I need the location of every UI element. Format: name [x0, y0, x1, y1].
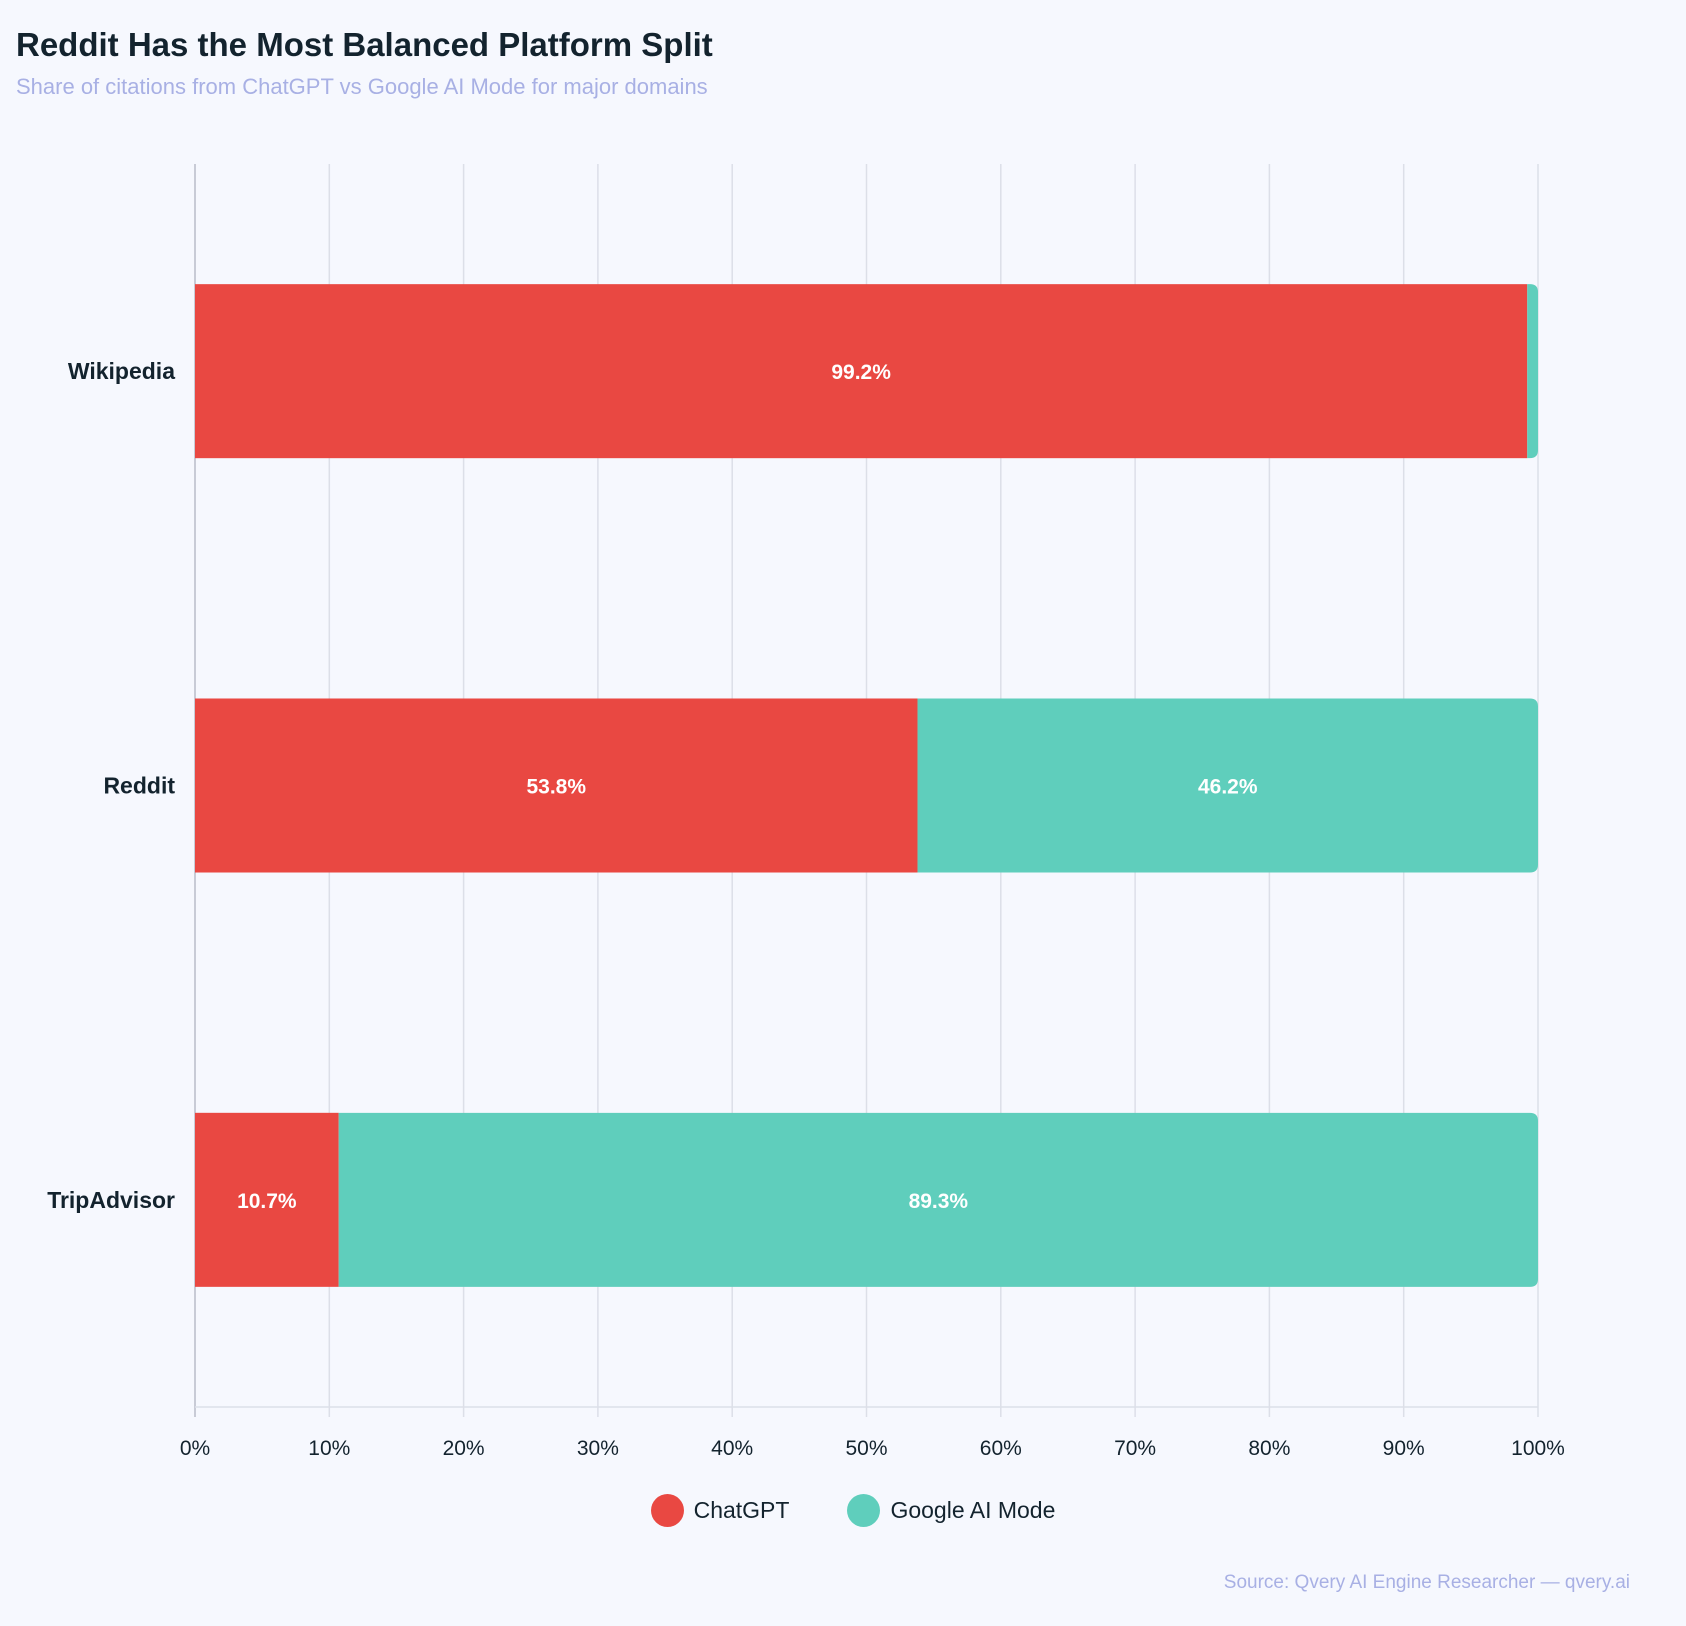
x-tick-label: 100% [1511, 1437, 1565, 1460]
x-tick-label: 30% [577, 1437, 619, 1460]
legend-item-google-ai-mode: Google AI Mode [847, 1494, 1055, 1527]
bar-segment-chatgpt [195, 284, 1528, 459]
x-tick-label: 20% [443, 1437, 485, 1460]
x-tick-label: 60% [980, 1437, 1022, 1460]
legend-item-chatgpt: ChatGPT [650, 1494, 790, 1527]
legend-swatch-google-ai-mode [847, 1494, 881, 1527]
x-tick-label: 80% [1248, 1437, 1290, 1460]
x-tick-label: 40% [711, 1437, 753, 1460]
bar-value-label: 89.3% [909, 1190, 969, 1213]
chart-plot-area: 0% 10% 20% 30% 40% 50% 60% 70% 80% 90% 100% Wikiped… [47, 164, 1565, 1460]
bar-value-label: 46.2% [1198, 776, 1258, 799]
source-note: Source: Qvery AI Engine Researcher — qve… [1223, 1572, 1630, 1593]
category-label: TripAdvisor [47, 1187, 175, 1213]
x-tick-label: 10% [308, 1437, 350, 1460]
bar-segment-google-ai-mode [1527, 284, 1538, 459]
category-label: Wikipedia [68, 358, 175, 384]
chart-title: Reddit Has the Most Balanced Platform Sp… [16, 26, 713, 63]
bar-value-label: 53.8% [526, 776, 586, 799]
category-label: Reddit [103, 773, 175, 799]
chart-subtitle: Share of citations from ChatGPT vs Googl… [16, 74, 708, 99]
bar-segment-chatgpt [195, 698, 918, 873]
x-tick-label: 50% [845, 1437, 887, 1460]
x-tick-label: 70% [1114, 1437, 1156, 1460]
bar-value-label: 99.2% [831, 361, 891, 384]
x-tick-label: 90% [1383, 1437, 1425, 1460]
x-tick-label: 0% [180, 1437, 210, 1460]
legend-label-chatgpt: ChatGPT [693, 1497, 790, 1523]
bar-segment-chatgpt [195, 1112, 339, 1287]
legend-label-google-ai-mode: Google AI Mode [890, 1497, 1056, 1523]
bar-segment-google-ai-mode [917, 698, 1538, 873]
chart-legend: ChatGPT Google AI Mode [0, 1494, 1686, 1527]
legend-swatch-chatgpt [650, 1494, 684, 1527]
bar-segment-google-ai-mode [338, 1112, 1539, 1287]
bar-value-label: 10.7% [237, 1190, 297, 1213]
